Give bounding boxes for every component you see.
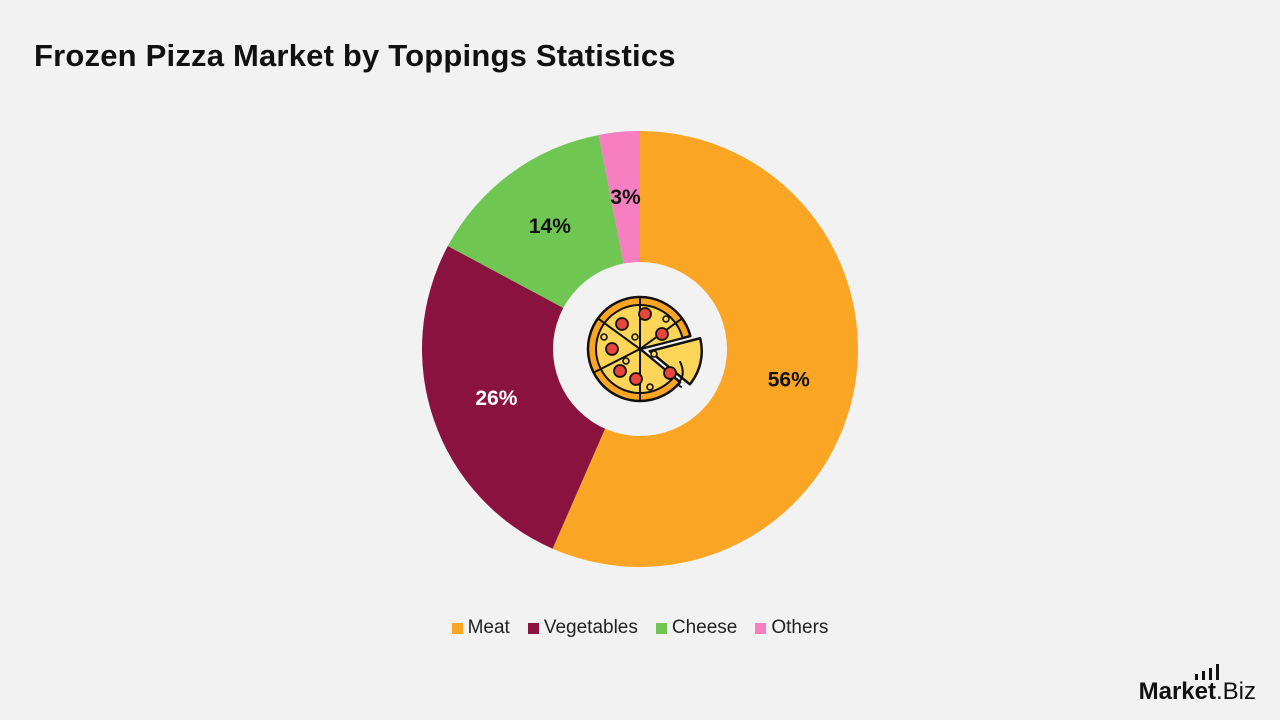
bar-chart-icon [1194, 664, 1219, 680]
legend-item-meat: Meat [451, 617, 510, 639]
legend-item-others: Others [755, 617, 828, 639]
slice-label-cheese: 14% [529, 215, 571, 238]
legend: Meat Vegetables Cheese Others [0, 617, 1280, 639]
legend-label: Vegetables [543, 617, 638, 638]
legend-label: Meat [467, 617, 510, 638]
labels-group: 56% 26% 14% 3% [475, 186, 810, 410]
chart-title: Frozen Pizza Market by Toppings Statisti… [34, 38, 676, 73]
slice-label-others: 3% [610, 186, 641, 209]
legend-swatch [527, 622, 539, 634]
legend-item-vegetables: Vegetables [527, 617, 638, 639]
legend-label: Cheese [671, 617, 738, 638]
legend-swatch [451, 622, 463, 634]
brand-suffix: .Biz [1215, 678, 1256, 705]
legend-swatch [655, 622, 667, 634]
slice-label-meat: 56% [768, 369, 810, 392]
brand-logo: Market .Biz [1138, 664, 1256, 706]
legend-swatch [755, 622, 767, 634]
brand-name: Market [1138, 678, 1216, 705]
legend-item-cheese: Cheese [655, 617, 738, 639]
pizza-icon [586, 295, 703, 403]
legend-label: Others [771, 617, 829, 638]
slice-label-vegetables: 26% [475, 387, 517, 410]
